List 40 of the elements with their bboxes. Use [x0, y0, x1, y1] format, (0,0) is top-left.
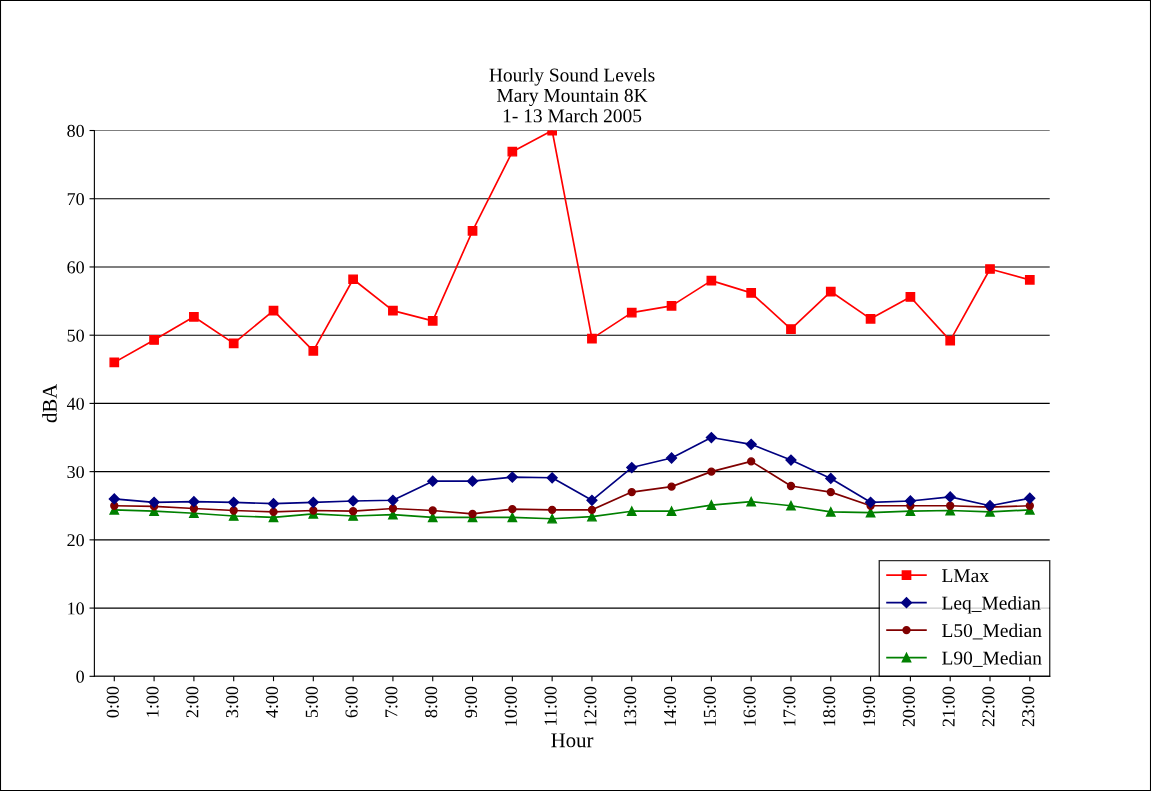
x-tick-label: 19:00 — [862, 686, 876, 726]
x-tick-label: 18:00 — [823, 686, 836, 726]
y-tick-label: 40 — [66, 397, 84, 410]
y-tick-label: 10 — [68, 602, 84, 615]
x-tick-label: 20:00 — [902, 686, 915, 727]
x-tick-label: 10:00 — [504, 686, 517, 726]
x-tick-label: 16:00 — [743, 686, 756, 726]
x-tick-label: 6:00 — [345, 686, 358, 718]
x-tick-label: 4:00 — [265, 686, 279, 718]
x-tick-label: 1:00 — [146, 686, 159, 717]
x-tick-label: 7:00 — [385, 686, 398, 717]
legend-label: LMax — [942, 569, 989, 583]
x-axis-title: Hour — [551, 733, 594, 748]
legend-label: Leq_Median — [942, 595, 1041, 614]
y-tick-label: 80 — [67, 124, 84, 137]
x-tick-label: 13:00 — [624, 686, 637, 726]
legend-label: L50_Median — [942, 623, 1042, 640]
y-tick-label: 50 — [67, 329, 84, 342]
x-tick-label: 21:00 — [942, 686, 955, 727]
x-tick-label: 5:00 — [305, 686, 318, 718]
x-tick-label: 9:00 — [464, 686, 478, 718]
x-tick-label: 23:00 — [1022, 686, 1035, 727]
x-tick-label: 17:00 — [783, 686, 796, 726]
x-tick-label: 14:00 — [663, 686, 677, 726]
x-tick-label: 11:00 — [544, 686, 557, 725]
y-tick-label: 60 — [67, 261, 84, 274]
y-tick-label: 30 — [67, 465, 84, 479]
legend-label: L90_Median — [942, 650, 1042, 667]
x-tick-label: 12:00 — [584, 686, 597, 726]
y-tick-label: 0 — [76, 670, 84, 683]
chart-title: Hourly Sound Levels Mary Mountain 8K 1- 13 March 2005 — [489, 67, 655, 123]
y-tick-label: 20 — [67, 534, 84, 547]
x-tick-label: 0:00 — [106, 686, 119, 718]
y-axis-title: dBA — [42, 383, 57, 423]
x-tick-label: 2:00 — [186, 686, 199, 718]
y-tick-label: 70 — [67, 193, 84, 206]
x-tick-label: 8:00 — [425, 686, 438, 718]
x-tick-label: 22:00 — [982, 686, 995, 727]
x-tick-label: 3:00 — [226, 686, 239, 718]
x-tick-label: 15:00 — [703, 686, 716, 726]
